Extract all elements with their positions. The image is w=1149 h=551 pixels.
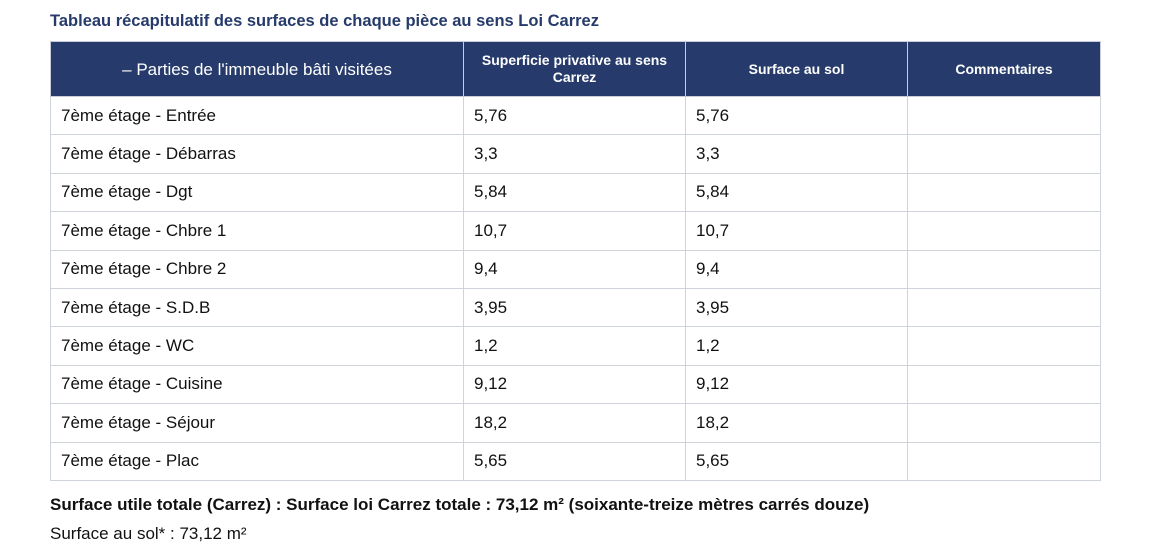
cell-sol: 9,12: [685, 364, 908, 405]
table-body: 7ème étage - Entrée 5,76 5,76 7ème étage…: [50, 95, 1101, 481]
table-header: – Parties de l'immeuble bâti visitées Su…: [50, 41, 1101, 97]
cell-carrez: 5,84: [463, 172, 686, 213]
surfaces-table: – Parties de l'immeuble bâti visitées Su…: [50, 41, 1101, 481]
header-carrez: Superficie privative au sens Carrez: [463, 41, 686, 97]
table-row: 7ème étage - Séjour 18,2 18,2: [50, 403, 1101, 443]
cell-piece: 7ème étage - Chbre 1: [50, 211, 464, 251]
table-title: Tableau récapitulatif des surfaces de ch…: [50, 12, 599, 30]
cell-piece: 7ème étage - S.D.B: [50, 287, 464, 328]
cell-carrez: 10,7: [463, 211, 686, 251]
cell-sol: 10,7: [685, 211, 908, 251]
cell-piece: 7ème étage - Chbre 2: [50, 249, 464, 289]
header-piece: – Parties de l'immeuble bâti visitées: [50, 41, 464, 97]
table-row: 7ème étage - Dgt 5,84 5,84: [50, 172, 1101, 213]
table-row: 7ème étage - S.D.B 3,95 3,95: [50, 287, 1101, 328]
cell-sol: 1,2: [685, 326, 908, 366]
cell-sol: 5,65: [685, 441, 908, 481]
cell-sol: 9,4: [685, 249, 908, 289]
cell-piece: 7ème étage - Plac: [50, 441, 464, 481]
cell-commentaire: [907, 403, 1101, 443]
table-row: 7ème étage - Entrée 5,76 5,76: [50, 95, 1101, 136]
total-sol-text: Surface au sol* : 73,12 m²: [50, 524, 247, 543]
table-row: 7ème étage - Plac 5,65 5,65: [50, 441, 1101, 481]
cell-commentaire: [907, 326, 1101, 366]
header-sol: Surface au sol: [685, 41, 908, 97]
cell-sol: 18,2: [685, 403, 908, 443]
cell-carrez: 5,65: [463, 441, 686, 481]
cell-piece: 7ème étage - WC: [50, 326, 464, 366]
table-row: 7ème étage - Chbre 1 10,7 10,7: [50, 211, 1101, 251]
header-row: – Parties de l'immeuble bâti visitées Su…: [50, 41, 1101, 97]
cell-commentaire: [907, 172, 1101, 213]
cell-piece: 7ème étage - Débarras: [50, 134, 464, 174]
total-carrez-text: Surface utile totale (Carrez) : Surface …: [50, 495, 870, 514]
cell-commentaire: [907, 364, 1101, 405]
cell-piece: 7ème étage - Séjour: [50, 403, 464, 443]
cell-carrez: 3,95: [463, 287, 686, 328]
cell-carrez: 5,76: [463, 95, 686, 136]
table-row: 7ème étage - Débarras 3,3 3,3: [50, 134, 1101, 174]
cell-carrez: 9,12: [463, 364, 686, 405]
cell-commentaire: [907, 134, 1101, 174]
header-commentaires: Commentaires: [907, 41, 1101, 97]
cell-carrez: 9,4: [463, 249, 686, 289]
table-row: 7ème étage - Cuisine 9,12 9,12: [50, 364, 1101, 405]
cell-sol: 5,84: [685, 172, 908, 213]
table-row: 7ème étage - Chbre 2 9,4 9,4: [50, 249, 1101, 289]
cell-commentaire: [907, 211, 1101, 251]
table-row: 7ème étage - WC 1,2 1,2: [50, 326, 1101, 366]
cell-sol: 3,95: [685, 287, 908, 328]
cell-sol: 5,76: [685, 95, 908, 136]
cell-commentaire: [907, 249, 1101, 289]
cell-sol: 3,3: [685, 134, 908, 174]
cell-carrez: 3,3: [463, 134, 686, 174]
cell-piece: 7ème étage - Dgt: [50, 172, 464, 213]
cell-piece: 7ème étage - Cuisine: [50, 364, 464, 405]
cell-commentaire: [907, 287, 1101, 328]
cell-commentaire: [907, 95, 1101, 136]
cell-commentaire: [907, 441, 1101, 481]
cell-carrez: 1,2: [463, 326, 686, 366]
cell-piece: 7ème étage - Entrée: [50, 95, 464, 136]
cell-carrez: 18,2: [463, 403, 686, 443]
